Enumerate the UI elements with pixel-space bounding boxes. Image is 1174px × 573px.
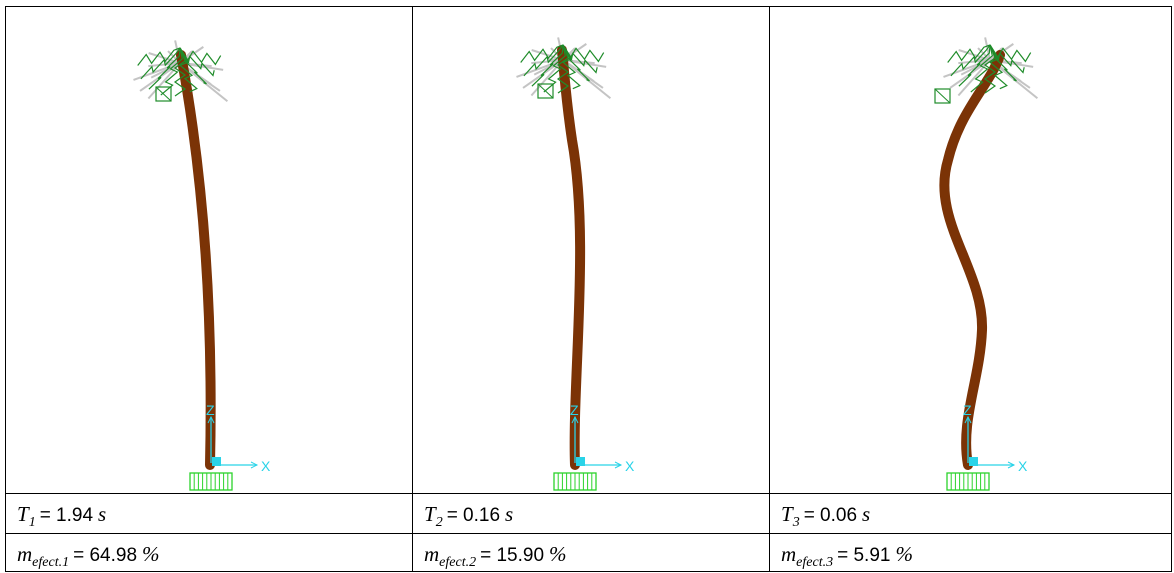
mode-shape: ZX [516,37,635,490]
subscript: efect.1 [32,555,69,570]
z-axis-label: Z [206,402,215,418]
mass-text: mefect.1 = 64.98% [17,542,160,570]
origin-marker [576,457,585,466]
symbol: m [781,542,796,566]
z-axis-label: Z [963,402,972,418]
page: ZXZXZXT1= 1.94smefect.1= 64.98%T2= 0.16s… [0,0,1174,573]
x-axis-label: X [1018,458,1028,474]
value: = 64.98 [73,545,137,566]
symbol: m [17,542,32,566]
x-axis-label: X [625,458,635,474]
unit: % [549,542,567,566]
trunk [944,55,1000,465]
subscript: efect.3 [796,555,833,570]
unit: s [505,502,513,526]
subscript: 1 [29,515,36,530]
value: = 1.94 [40,505,94,526]
subscript: 3 [792,515,800,530]
origin-marker [969,457,978,466]
unit: s [98,502,106,526]
subscript: 2 [436,515,443,530]
mode-shape: ZX [133,40,271,490]
value: = 15.90 [480,545,544,566]
value: = 0.16 [447,505,500,526]
mass-text: mefect.2 = 15.90% [424,542,567,570]
subscript: efect.2 [439,555,476,570]
mass-text: mefect.3 = 5.91% [781,542,913,570]
value: = 0.06 [804,505,857,526]
node-box-diag [935,89,950,103]
unit: % [142,542,160,566]
symbol: m [424,542,439,566]
mode-shape: ZX [935,37,1037,490]
z-axis-label: Z [570,402,579,418]
unit: s [862,502,870,526]
table-grid [5,6,1172,572]
unit: % [895,542,913,566]
origin-marker [212,457,221,466]
x-axis-label: X [261,458,271,474]
table-figure: ZXZXZXT1= 1.94smefect.1= 64.98%T2= 0.16s… [0,0,1174,573]
value: = 5.91 [837,545,890,566]
